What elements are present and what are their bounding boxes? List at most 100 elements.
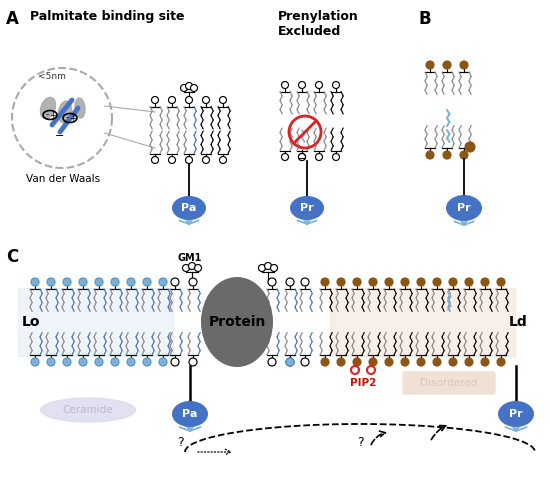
Circle shape	[180, 85, 188, 92]
Circle shape	[219, 156, 227, 163]
Circle shape	[286, 358, 294, 366]
Circle shape	[481, 278, 489, 286]
Text: -: -	[65, 114, 69, 123]
Circle shape	[258, 264, 266, 271]
Circle shape	[95, 278, 103, 286]
Ellipse shape	[498, 401, 534, 427]
Circle shape	[151, 97, 158, 104]
Circle shape	[185, 97, 192, 104]
Text: Pr: Pr	[300, 203, 314, 213]
Text: PIP2: PIP2	[350, 378, 376, 388]
Text: Lo: Lo	[22, 315, 41, 329]
Circle shape	[268, 278, 276, 286]
Circle shape	[443, 151, 451, 159]
Text: −: −	[56, 131, 65, 141]
Circle shape	[433, 358, 441, 366]
Text: Pa: Pa	[182, 203, 197, 213]
Circle shape	[301, 358, 309, 366]
Circle shape	[127, 278, 135, 286]
Circle shape	[159, 278, 167, 286]
Circle shape	[321, 278, 329, 286]
Ellipse shape	[41, 398, 135, 422]
Circle shape	[465, 358, 473, 366]
Circle shape	[189, 278, 197, 286]
Circle shape	[151, 156, 158, 163]
Text: +: +	[69, 114, 77, 123]
Circle shape	[63, 278, 71, 286]
Circle shape	[299, 153, 305, 160]
Text: Protein: Protein	[208, 315, 266, 329]
Ellipse shape	[201, 277, 273, 367]
Text: +: +	[50, 111, 57, 120]
Text: −: −	[298, 154, 307, 164]
Circle shape	[219, 97, 227, 104]
Circle shape	[95, 358, 103, 366]
Circle shape	[282, 82, 289, 89]
Circle shape	[286, 278, 294, 286]
Circle shape	[189, 262, 195, 269]
Text: Palmitate binding site: Palmitate binding site	[30, 10, 184, 23]
Ellipse shape	[172, 196, 206, 220]
Circle shape	[168, 156, 175, 163]
Circle shape	[202, 156, 210, 163]
Circle shape	[189, 358, 197, 366]
Circle shape	[316, 153, 322, 160]
Text: A: A	[6, 10, 19, 28]
Circle shape	[79, 358, 87, 366]
Circle shape	[433, 278, 441, 286]
FancyBboxPatch shape	[330, 288, 515, 356]
Circle shape	[111, 358, 119, 366]
Circle shape	[159, 358, 167, 366]
Circle shape	[185, 156, 192, 163]
Text: ?: ?	[177, 435, 183, 449]
FancyBboxPatch shape	[403, 372, 495, 394]
Circle shape	[79, 278, 87, 286]
Circle shape	[497, 358, 505, 366]
Ellipse shape	[446, 195, 482, 221]
Circle shape	[460, 151, 468, 159]
Circle shape	[286, 358, 294, 366]
Circle shape	[171, 358, 179, 366]
Text: Pr: Pr	[457, 203, 471, 213]
Circle shape	[417, 278, 425, 286]
Circle shape	[385, 358, 393, 366]
Text: Prenylation
Excluded: Prenylation Excluded	[278, 10, 359, 38]
Circle shape	[183, 264, 190, 271]
Circle shape	[337, 278, 345, 286]
Text: C: C	[6, 248, 18, 266]
Ellipse shape	[75, 98, 85, 118]
Text: B: B	[418, 10, 431, 28]
Circle shape	[171, 278, 179, 286]
Circle shape	[337, 358, 345, 366]
Text: Ceramide: Ceramide	[63, 405, 113, 415]
Circle shape	[190, 85, 197, 92]
Circle shape	[47, 358, 55, 366]
Ellipse shape	[40, 98, 56, 119]
Circle shape	[282, 153, 289, 160]
Text: Van der Waals: Van der Waals	[26, 174, 100, 184]
Circle shape	[460, 61, 468, 69]
Circle shape	[333, 82, 339, 89]
Circle shape	[426, 61, 434, 69]
Text: Ld: Ld	[509, 315, 528, 329]
Circle shape	[333, 153, 339, 160]
Circle shape	[353, 358, 361, 366]
Ellipse shape	[172, 401, 208, 427]
Circle shape	[31, 278, 39, 286]
Circle shape	[426, 151, 434, 159]
Text: GM1: GM1	[178, 253, 202, 263]
Text: Pa: Pa	[182, 409, 197, 419]
Circle shape	[31, 358, 39, 366]
Circle shape	[299, 153, 305, 160]
Circle shape	[111, 278, 119, 286]
Circle shape	[369, 278, 377, 286]
Circle shape	[316, 82, 322, 89]
Circle shape	[47, 278, 55, 286]
Circle shape	[417, 358, 425, 366]
Circle shape	[268, 358, 276, 366]
Circle shape	[481, 358, 489, 366]
Circle shape	[299, 82, 305, 89]
Circle shape	[185, 83, 192, 90]
Circle shape	[63, 358, 71, 366]
Circle shape	[353, 278, 361, 286]
